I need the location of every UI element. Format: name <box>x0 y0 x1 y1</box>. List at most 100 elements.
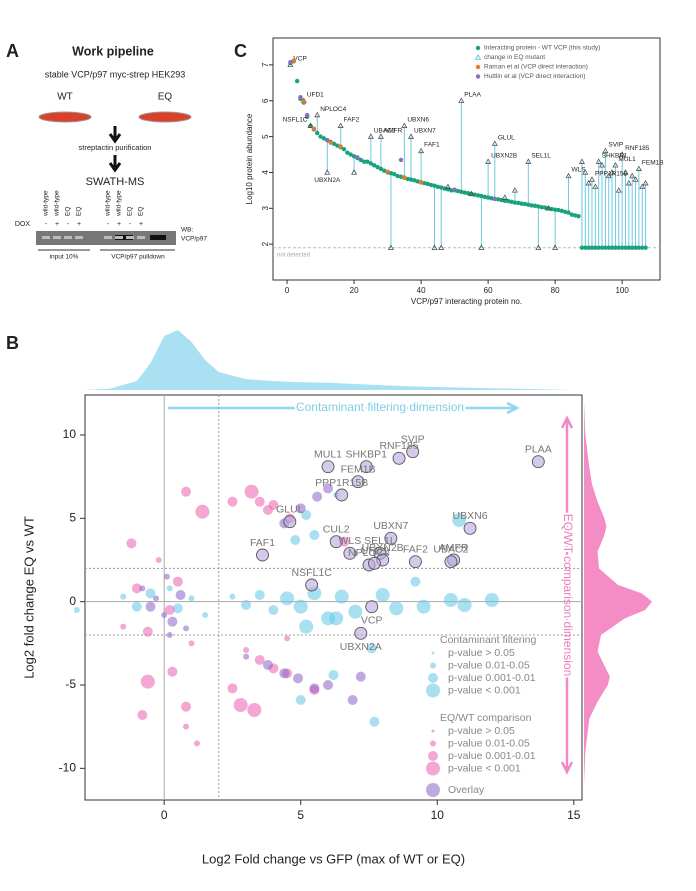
interactor-point <box>573 213 578 218</box>
y-tick-label: 0 <box>69 594 76 608</box>
interactor-point <box>375 164 380 170</box>
highlight-circle <box>463 521 477 535</box>
highlight-circle <box>351 475 365 489</box>
highlight-circle <box>329 535 343 549</box>
eq-triangle <box>438 244 445 250</box>
eq-triangle <box>592 183 599 189</box>
pipeline-step: streptactin purification <box>79 143 152 152</box>
scatter-point <box>309 683 320 694</box>
eq-triangle <box>635 165 642 172</box>
blot-band <box>53 236 61 239</box>
x-tick-label: 80 <box>551 286 560 295</box>
interactor-point <box>616 245 621 250</box>
interactor-point <box>425 181 430 187</box>
lane-sign: - <box>129 221 132 228</box>
interactor-point <box>576 213 581 219</box>
interactor-point <box>529 203 534 208</box>
legend-label: change in EQ mutant <box>484 54 545 61</box>
scatter-point <box>181 701 192 712</box>
interactor-point <box>445 187 451 192</box>
scatter-point <box>301 510 312 520</box>
eq-triangle <box>545 205 552 211</box>
interactor-point <box>475 193 481 198</box>
y-tick-label: -10 <box>59 761 77 775</box>
protein-label: UBXN6 <box>407 117 429 124</box>
legend-symbol <box>475 74 481 79</box>
interactor-point <box>459 189 464 195</box>
x-tick-label: 5 <box>297 808 304 822</box>
y-tick-label: 6 <box>261 98 270 103</box>
interactor-point <box>348 152 353 157</box>
scatter-point <box>355 671 366 682</box>
scatter-point <box>295 503 306 514</box>
y-axis-title: Log10 protein abundance <box>245 113 254 204</box>
lane-sign: - <box>107 221 110 228</box>
interactor-point <box>345 150 350 155</box>
x-tick-label: 0 <box>285 286 290 295</box>
scatter-point <box>233 698 248 712</box>
blot-band <box>42 236 50 239</box>
scatter-point <box>247 703 262 717</box>
highlight-circle <box>408 555 422 569</box>
legend-symbol <box>475 64 481 70</box>
lane-name: EQ <box>65 207 72 216</box>
lane-name: EQ <box>127 207 134 216</box>
interactor-point <box>479 193 484 199</box>
highlight-circle <box>531 455 545 469</box>
scatter-point <box>279 668 290 679</box>
highlight-circle <box>343 546 357 560</box>
interactor-point <box>626 245 632 250</box>
scatter-point <box>227 496 238 507</box>
interactor-point <box>395 173 400 179</box>
interactor-point <box>495 197 501 202</box>
reference-point <box>291 58 296 63</box>
scatter-point <box>166 585 173 592</box>
highlight-circle <box>359 460 373 474</box>
interactor-point <box>623 245 628 250</box>
legend-label: p-value 0.001-0.01 <box>448 672 536 684</box>
interactor-point <box>432 183 437 188</box>
scatter-point <box>268 605 279 615</box>
highlight-circle <box>354 626 368 640</box>
scatter-point <box>312 491 323 502</box>
protein-label: PPP1R15B <box>315 477 368 489</box>
scatter-point <box>172 603 183 614</box>
scatter-point <box>452 513 467 527</box>
interactor-point <box>566 210 571 215</box>
scatter-point <box>484 593 499 607</box>
dimension-arrow <box>560 415 574 775</box>
x-tick-label: 40 <box>417 286 426 295</box>
legend-symbol <box>428 673 438 683</box>
interactor-point <box>509 199 514 205</box>
interactor-point <box>371 163 377 168</box>
reference-point <box>338 144 343 149</box>
eq-triangle <box>377 133 384 139</box>
pipeline-cells: stable VCP/p97 myc-strep HEK293 <box>45 69 186 79</box>
reference-point <box>288 59 293 65</box>
interactor-point <box>368 161 374 166</box>
group-label: VCP/p97 pulldown <box>111 254 165 261</box>
lane-name: wild-type <box>43 190 50 217</box>
blot-band <box>115 235 133 240</box>
eq-triangle <box>625 179 632 186</box>
interactor-point <box>361 159 367 164</box>
plot-frame <box>84 394 583 801</box>
scatter-point <box>262 660 273 670</box>
scatter-point <box>293 599 308 614</box>
blot-band <box>150 235 166 240</box>
scatter-point <box>284 635 291 642</box>
dimension-label: Contaminant filtering dimension <box>296 400 464 414</box>
y-axis-title: Log2 fold change EQ vs WT <box>21 516 36 679</box>
lane-sign: + <box>139 221 143 228</box>
eq-triangle <box>307 122 314 128</box>
eq-triangle <box>588 176 595 182</box>
interactor-point <box>318 134 323 139</box>
protein-label: FEM1B <box>341 463 376 475</box>
reference-point <box>325 137 330 143</box>
eq-triangle <box>639 183 646 189</box>
protein-label: UBXN7 <box>414 127 436 134</box>
scatter-point <box>416 599 431 614</box>
interactor-point <box>512 200 518 205</box>
eq-triangle <box>578 158 585 164</box>
lane-name: EQ <box>76 207 83 216</box>
